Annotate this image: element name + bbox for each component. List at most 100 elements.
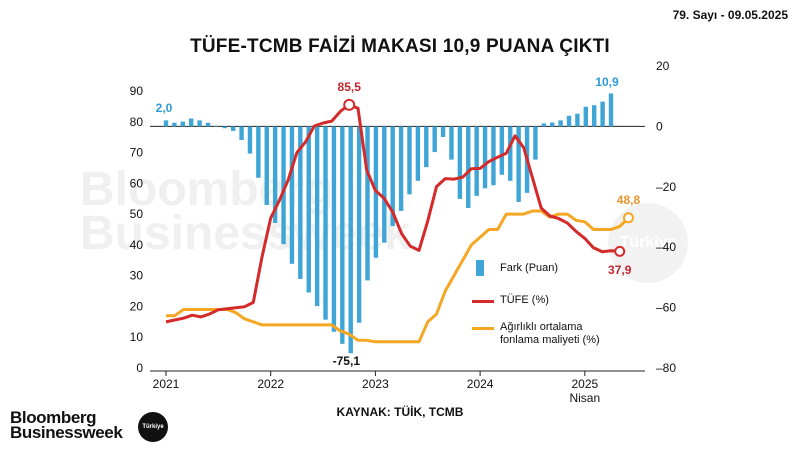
bar [272, 126, 278, 224]
y-right-tick-label: –80 [656, 361, 676, 375]
bar [432, 126, 437, 153]
bar [508, 126, 513, 181]
bar [474, 126, 479, 196]
bar [264, 126, 269, 205]
bar [247, 126, 253, 154]
y-left-tick-label: 60 [130, 176, 144, 190]
bar [449, 126, 454, 160]
bar [323, 126, 328, 320]
bar [415, 126, 421, 181]
bar [592, 105, 597, 127]
bar [482, 126, 488, 189]
bar [298, 126, 303, 279]
legend-bar-label: Fark (Puan) [500, 262, 559, 274]
source-note: KAYNAK: TÜİK, TCMB [336, 405, 464, 419]
y-left-tick-label: 70 [130, 146, 144, 160]
y-left-tick-label: 30 [130, 269, 144, 283]
bar [172, 122, 177, 127]
chart-annotations: 2,0 85,5 -75,1 10,9 48,8 37,9 [156, 75, 641, 368]
y-left-tick-label: 10 [130, 330, 144, 344]
bar [533, 126, 538, 160]
bar [491, 126, 496, 186]
y-right-tick-label: –20 [656, 180, 676, 194]
annotation-cpi-peak: 85,5 [338, 80, 362, 94]
bar [600, 101, 605, 127]
bar [314, 126, 320, 307]
bar [466, 126, 471, 208]
y-left-tick-label: 50 [130, 207, 144, 221]
y-right-tick-label: 20 [656, 59, 670, 73]
legend-funding-swatch [472, 327, 494, 330]
bar [398, 126, 404, 211]
legend-cpi-swatch [472, 300, 494, 303]
bar [550, 122, 555, 127]
annotation-fark-min: -75,1 [333, 354, 361, 368]
x-end-label: Nisan [569, 391, 600, 405]
bar [340, 126, 345, 344]
bar [390, 126, 395, 227]
x-tick-label: 2024 [467, 377, 494, 391]
issue-date: 79. Sayı - 09.05.2025 [672, 8, 788, 22]
y-right-tick-label: –60 [656, 301, 676, 315]
watermark-line2: Businessweek [80, 207, 411, 260]
bar [608, 93, 614, 127]
bar [188, 118, 194, 127]
y-left-tick-label: 90 [130, 84, 144, 98]
cpi-line [165, 103, 620, 324]
x-tick-label: 2021 [153, 377, 180, 391]
bar [558, 120, 563, 127]
x-tick-label: 2025 [571, 377, 598, 391]
bar [566, 115, 572, 127]
y-left-tick-label: 20 [130, 299, 144, 313]
bar [230, 126, 236, 131]
legend-funding-label-2: fonlama maliyeti (%) [500, 334, 600, 346]
y-right-tick-label: 0 [656, 119, 663, 133]
bar [575, 113, 580, 127]
bar [289, 126, 295, 264]
bar [541, 123, 547, 127]
brand-line2: Businessweek [10, 423, 123, 442]
bar [457, 126, 463, 199]
funding-end-marker [622, 212, 634, 224]
legend-cpi-label: TÜFE (%) [500, 294, 549, 306]
bar [407, 126, 412, 195]
bar [516, 126, 521, 202]
legend-bar-swatch [476, 260, 484, 276]
bar [256, 126, 261, 178]
bar [424, 126, 429, 168]
x-tick-label: 2023 [362, 377, 389, 391]
bar [440, 126, 446, 137]
bar [222, 126, 227, 129]
cpi-end-marker [614, 245, 626, 257]
annotation-funding-end: 48,8 [617, 193, 641, 207]
line-series [165, 98, 634, 344]
bar-series-fark [163, 93, 614, 354]
bar [281, 126, 286, 245]
bar [306, 126, 311, 293]
bar [583, 106, 589, 127]
bar [180, 121, 185, 127]
annotation-cpi-end: 37,9 [608, 263, 632, 277]
bar [205, 122, 211, 127]
bar [239, 126, 244, 140]
bar [382, 126, 387, 243]
bar [365, 126, 370, 281]
bar [499, 126, 505, 175]
bar [348, 126, 353, 354]
brand-badge: Türkiye [138, 412, 168, 442]
y-left-tick-label: 40 [130, 238, 144, 252]
y-right-tick-label: –40 [656, 240, 676, 254]
chart-title: TÜFE-TCMB FAİZİ MAKASI 10,9 PUANA ÇIKTI [190, 36, 610, 57]
y-left-tick-label: 80 [130, 115, 144, 129]
bar [163, 120, 169, 127]
bar [331, 126, 337, 332]
legend-funding-label-1: Ağırlıklı ortalama [500, 321, 583, 333]
y-left-tick-label: 0 [136, 361, 143, 375]
annotation-fark-start: 2,0 [156, 101, 173, 115]
bar [356, 126, 362, 323]
bar [197, 120, 202, 127]
cpi-peak-marker [343, 98, 356, 111]
brand-line1: Bloomberg [10, 408, 97, 427]
annotation-fark-end: 10,9 [595, 75, 619, 89]
